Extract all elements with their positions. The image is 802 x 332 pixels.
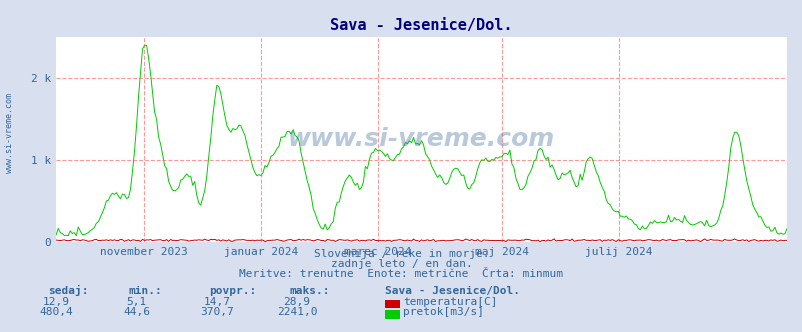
Text: Meritve: trenutne  Enote: metrične  Črta: minmum: Meritve: trenutne Enote: metrične Črta: … xyxy=(239,269,563,279)
Text: 370,7: 370,7 xyxy=(200,307,233,317)
Text: 12,9: 12,9 xyxy=(43,297,70,307)
Text: 5,1: 5,1 xyxy=(126,297,147,307)
Text: zadnje leto / en dan.: zadnje leto / en dan. xyxy=(330,259,472,269)
Text: www.si-vreme.com: www.si-vreme.com xyxy=(5,93,14,173)
Text: Sava - Jesenice/Dol.: Sava - Jesenice/Dol. xyxy=(385,286,520,296)
Text: povpr.:: povpr.: xyxy=(209,286,256,296)
Text: Slovenija / reke in morje.: Slovenija / reke in morje. xyxy=(314,249,488,259)
Text: pretok[m3/s]: pretok[m3/s] xyxy=(403,307,484,317)
Text: maks.:: maks.: xyxy=(289,286,329,296)
Text: min.:: min.: xyxy=(128,286,162,296)
Text: 14,7: 14,7 xyxy=(203,297,230,307)
Text: 44,6: 44,6 xyxy=(123,307,150,317)
Text: 480,4: 480,4 xyxy=(39,307,73,317)
Text: 28,9: 28,9 xyxy=(283,297,310,307)
Text: temperatura[C]: temperatura[C] xyxy=(403,297,497,307)
Text: www.si-vreme.com: www.si-vreme.com xyxy=(288,127,554,151)
Title: Sava - Jesenice/Dol.: Sava - Jesenice/Dol. xyxy=(330,18,512,33)
Text: 2241,0: 2241,0 xyxy=(277,307,317,317)
Text: sedaj:: sedaj: xyxy=(48,285,88,296)
